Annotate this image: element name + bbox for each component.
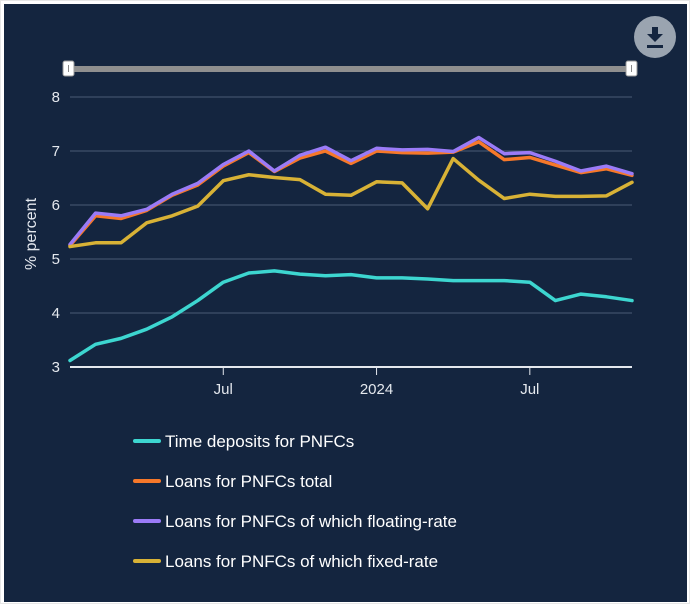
legend-label: Loans for PNFCs total [165,472,332,491]
grid [70,96,632,314]
x-axis: Jul 2024 Jul [70,366,632,398]
series-line-4 [68,156,634,249]
series-lines [68,135,634,363]
range-slider-track[interactable] [69,66,631,72]
legend-label: Loans for PNFCs of which floating-rate [165,512,457,531]
legend: Time deposits for PNFCs Loans for PNFCs t… [133,432,457,571]
x-tick-label: 2024 [360,381,393,398]
x-tick-label: Jul [214,381,233,398]
y-tick-label: 4 [52,305,60,322]
range-slider-handle-right[interactable] [625,60,638,77]
legend-item[interactable]: Loans for PNFCs total [133,472,332,491]
download-button[interactable] [634,16,676,58]
series-line-3 [68,135,634,247]
legend-item[interactable]: Loans for PNFCs of which fixed-rate [133,552,438,571]
range-slider[interactable] [62,60,638,77]
y-tick-label: 5 [52,251,60,268]
legend-label: Loans for PNFCs of which fixed-rate [165,552,438,571]
y-tick-label: 7 [52,143,60,160]
legend-label: Time deposits for PNFCs [165,432,354,451]
legend-item[interactable]: Time deposits for PNFCs [133,432,354,451]
series-line-1 [68,269,634,363]
y-tick-label: 8 [52,89,60,106]
chart-panel: 3 4 5 6 7 8 Jul 2024 Jul % percent Time deposit… [4,4,687,602]
legend-item[interactable]: Loans for PNFCs of which floating-rate [133,512,457,531]
y-axis-title: % percent [23,197,40,270]
y-tick-label: 3 [52,359,60,376]
line-chart: 3 4 5 6 7 8 Jul 2024 Jul % percent Time deposit… [23,16,676,571]
range-slider-handle-left[interactable] [62,60,75,77]
x-tick-label: Jul [520,381,539,398]
y-tick-label: 6 [52,197,60,214]
y-axis: 3 4 5 6 7 8 [52,89,60,376]
download-icon [647,27,663,48]
